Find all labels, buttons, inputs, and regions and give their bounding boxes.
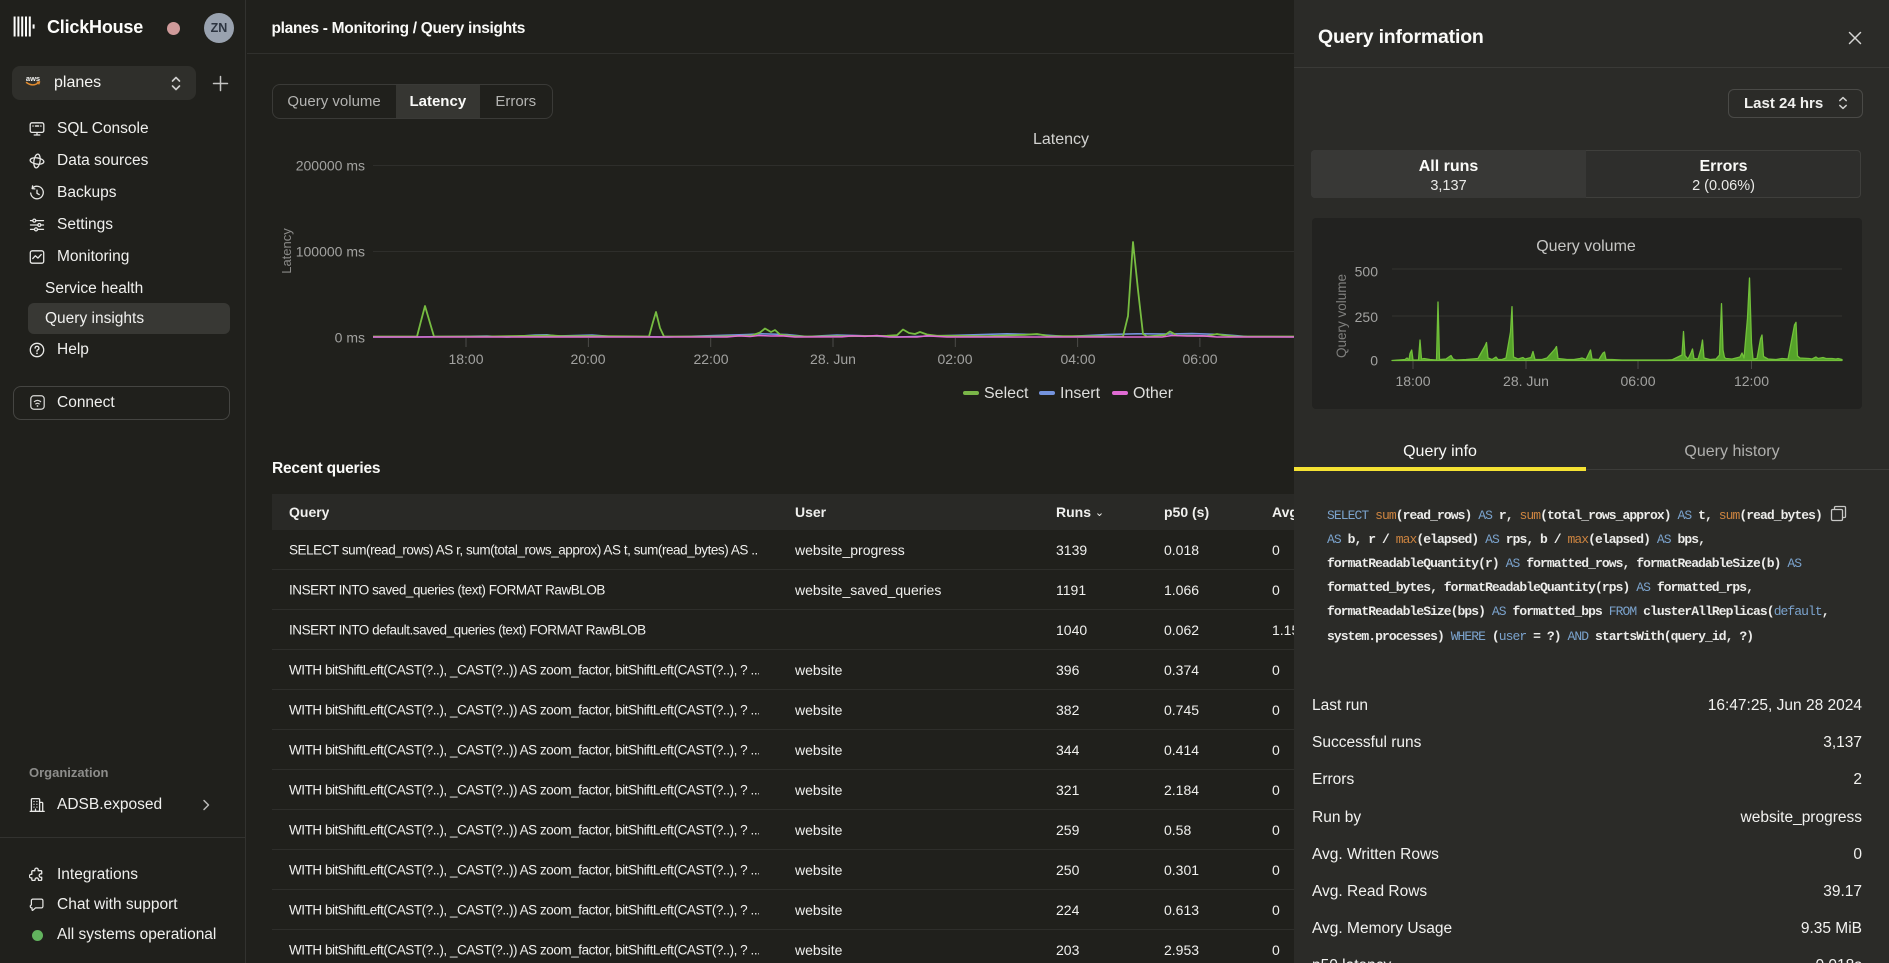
svg-text:500: 500 [1355,264,1379,280]
svg-text:250: 250 [1355,309,1379,325]
svg-text:Query volume: Query volume [1536,238,1636,255]
svg-text:18:00: 18:00 [1395,373,1430,389]
svg-text:Latency: Latency [279,228,294,274]
svg-text:28. Jun: 28. Jun [1503,373,1549,389]
svg-text:0: 0 [1370,353,1378,369]
svg-text:200000 ms: 200000 ms [296,158,365,174]
svg-text:28. Jun: 28. Jun [810,351,856,367]
svg-text:06:00: 06:00 [1620,373,1655,389]
svg-text:12:00: 12:00 [1734,373,1769,389]
svg-text:Query volume: Query volume [1334,274,1349,358]
svg-text:0 ms: 0 ms [335,330,365,346]
svg-text:02:00: 02:00 [937,351,972,367]
svg-text:Latency: Latency [1033,131,1089,148]
svg-text:06:00: 06:00 [1182,351,1217,367]
svg-text:22:00: 22:00 [693,351,728,367]
svg-text:04:00: 04:00 [1060,351,1095,367]
svg-text:20:00: 20:00 [570,351,605,367]
svg-text:100000 ms: 100000 ms [296,244,365,260]
svg-text:aws: aws [26,74,40,83]
svg-text:18:00: 18:00 [448,351,483,367]
